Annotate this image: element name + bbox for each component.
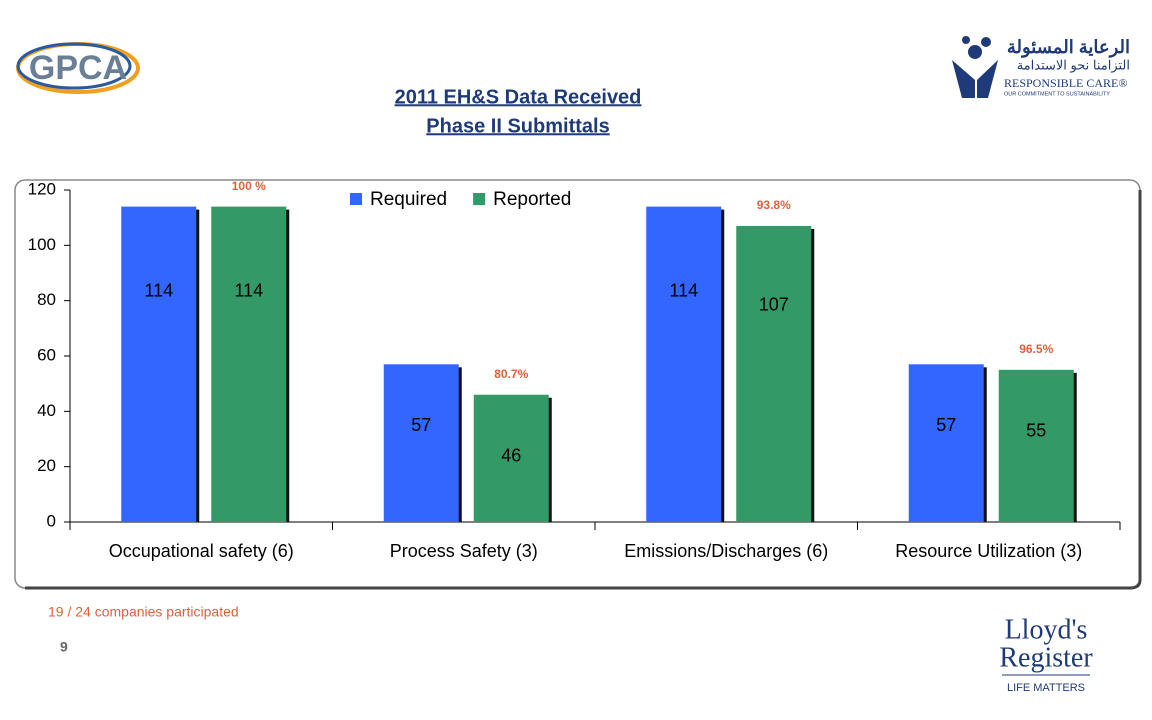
footnote: 19 / 24 companies participated xyxy=(48,604,239,620)
bar xyxy=(908,364,984,522)
x-tick-label: Emissions/Discharges (6) xyxy=(624,541,828,561)
data-label: 114 xyxy=(669,281,698,301)
logo-text: Lloyd's xyxy=(1005,614,1088,645)
logo-dot xyxy=(962,36,970,44)
logo-text: RESPONSIBLE CARE® xyxy=(1004,76,1127,90)
data-label: 57 xyxy=(936,415,956,435)
logo-swoosh xyxy=(16,42,132,90)
legend-label: Reported xyxy=(493,189,571,210)
annotation: 96.5% xyxy=(1019,342,1053,356)
logo-arabic: التزامنا نحو الاستدامة xyxy=(1017,57,1130,73)
logo-dot xyxy=(981,37,991,47)
legend-label: Required xyxy=(370,189,447,210)
plot: 0 20 40 60 80 100 120 Occupational safety (6) 11… xyxy=(28,179,1121,561)
data-label: 114 xyxy=(234,281,263,301)
data-label: 107 xyxy=(759,295,789,315)
y-tick-label: 60 xyxy=(37,345,56,364)
annotation: 93.8% xyxy=(757,198,791,212)
bar xyxy=(646,206,722,522)
logo-tagline: LIFE MATTERS xyxy=(1007,682,1085,694)
lloyds-logo: Lloyd's Register LIFE MATTERS xyxy=(999,614,1093,693)
bar xyxy=(736,225,812,522)
logo-text: Register xyxy=(999,642,1093,673)
page-number: 9 xyxy=(60,639,68,655)
annotation: 80.7% xyxy=(494,367,528,381)
x-tick-label: Resource Utilization (3) xyxy=(895,541,1082,561)
logo-hands xyxy=(952,60,998,98)
y-tick-label: 80 xyxy=(37,290,56,309)
y-tick-label: 0 xyxy=(47,511,56,530)
y-tick-label: 120 xyxy=(28,179,56,198)
bar xyxy=(998,369,1074,522)
chart-title: 2011 EH&S Data Received xyxy=(395,86,642,108)
data-label: 55 xyxy=(1026,421,1046,441)
logo-arabic: الرعاية المسئولة xyxy=(1007,37,1130,58)
logo-text: GPCA xyxy=(29,49,127,87)
y-tick-label: 20 xyxy=(37,456,56,475)
data-label: 114 xyxy=(144,281,173,301)
x-tick-label: Process Safety (3) xyxy=(390,541,538,561)
bar xyxy=(121,206,197,522)
data-label: 46 xyxy=(501,445,521,465)
bar xyxy=(211,206,287,522)
annotation: 100 % xyxy=(232,179,266,193)
frame-shadow xyxy=(25,190,1142,590)
y-tick-label: 100 xyxy=(28,235,56,254)
bar xyxy=(473,394,549,522)
logo-dot xyxy=(968,45,982,59)
legend-swatch xyxy=(473,193,486,205)
chart-subtitle: Phase II Submittals xyxy=(426,115,609,137)
legend-swatch xyxy=(350,193,362,205)
gpca-logo: GPCA xyxy=(16,42,140,94)
bar xyxy=(383,364,459,522)
x-tick-label: Occupational safety (6) xyxy=(109,541,294,561)
responsible-care-logo: الرعاية المسئولة التزامنا نحو الاستدامة … xyxy=(952,36,1130,98)
data-label: 57 xyxy=(411,415,431,435)
logo-tagline: OUR COMMITMENT TO SUSTAINABILITY xyxy=(1004,91,1110,97)
y-tick-label: 40 xyxy=(37,401,56,420)
